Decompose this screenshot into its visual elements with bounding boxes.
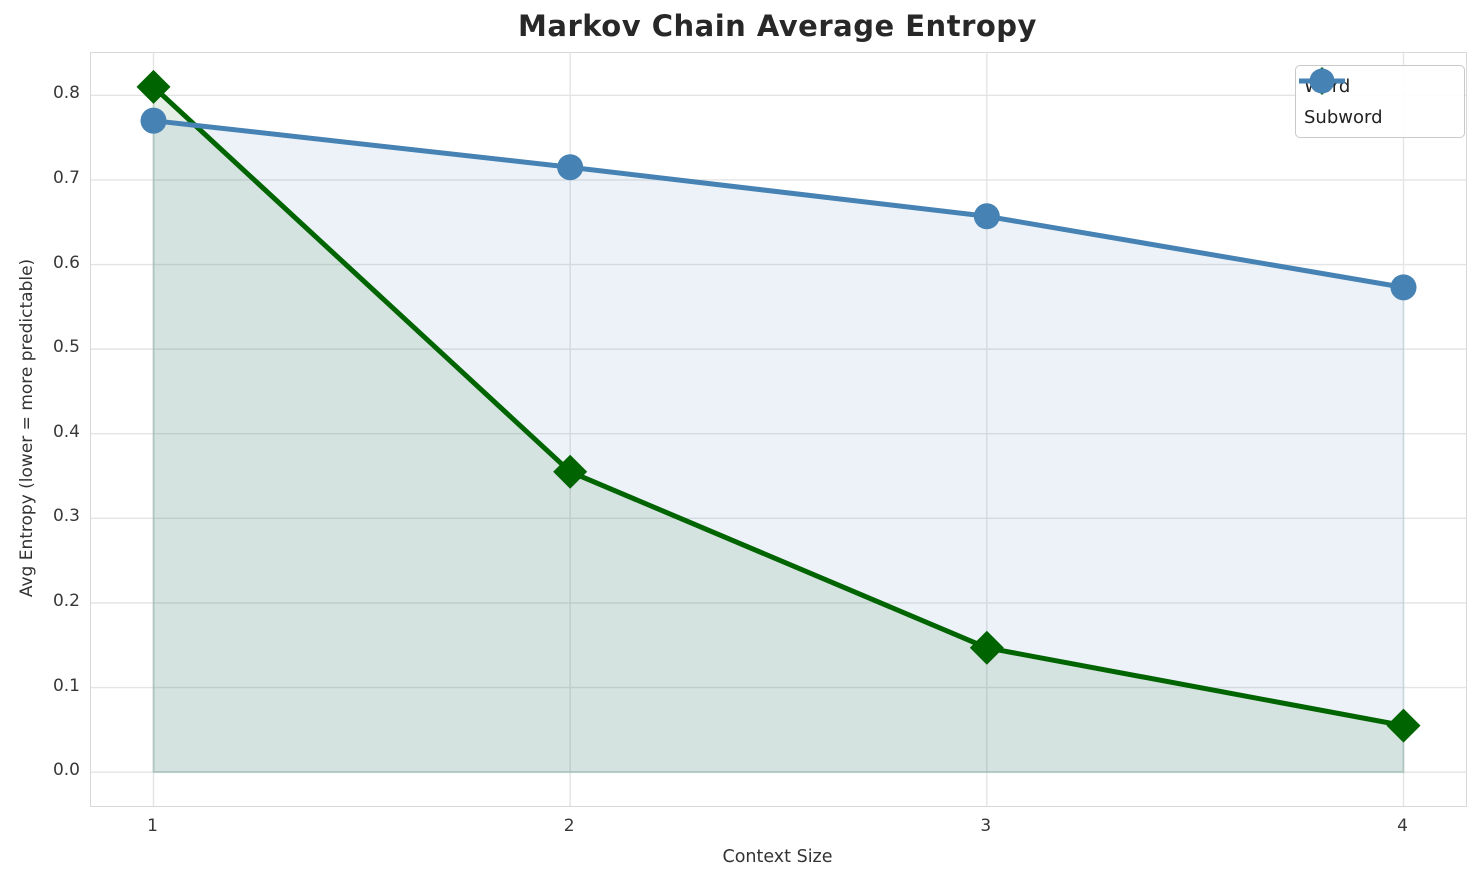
subword-marker (557, 154, 584, 181)
subword-marker (973, 203, 1000, 230)
y-tick-label: 0.8 (52, 83, 80, 104)
word-marker (1386, 708, 1421, 743)
x-tick-label: 4 (1397, 816, 1408, 836)
y-tick-label: 0.6 (52, 252, 80, 273)
y-tick-label: 0.2 (52, 590, 80, 611)
legend-label-subword: Subword (1304, 106, 1383, 128)
y-tick-label: 0.3 (52, 506, 80, 527)
legend-item-subword: Subword (1299, 68, 1454, 132)
subword-line (153, 118, 1404, 290)
plot-area: Word Subword (90, 52, 1467, 807)
subword-marker (140, 107, 167, 134)
chart-title: Markov Chain Average Entropy (518, 9, 1037, 43)
word-line (151, 85, 1404, 729)
x-tick-label: 3 (980, 816, 992, 836)
chart-canvas (91, 53, 1466, 806)
x-tick-label: 2 (563, 816, 575, 836)
x-tick-label: 1 (147, 816, 158, 836)
x-axis-label: Context Size (722, 847, 833, 867)
word-marker (969, 630, 1004, 665)
y-tick-label: 0.4 (52, 421, 80, 442)
y-tick-label: 0.0 (52, 760, 80, 781)
subword-marker (1390, 274, 1417, 301)
legend: Word Subword (1295, 65, 1465, 138)
y-tick-label: 0.7 (52, 167, 80, 188)
word-marker (553, 454, 588, 489)
word-marker (136, 69, 171, 104)
subword-area-fill (152, 119, 1405, 774)
subword-circle-marker-icon (1299, 68, 1345, 94)
y-tick-label: 0.5 (52, 337, 80, 358)
y-tick-label: 0.1 (52, 675, 80, 696)
